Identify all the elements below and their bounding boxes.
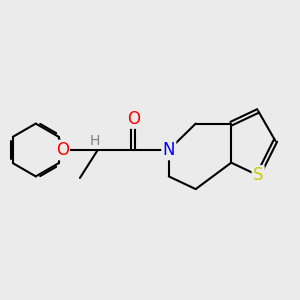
Text: O: O bbox=[127, 110, 140, 128]
Text: S: S bbox=[253, 167, 263, 184]
Text: N: N bbox=[163, 141, 175, 159]
Text: H: H bbox=[90, 134, 101, 148]
Text: O: O bbox=[56, 141, 69, 159]
